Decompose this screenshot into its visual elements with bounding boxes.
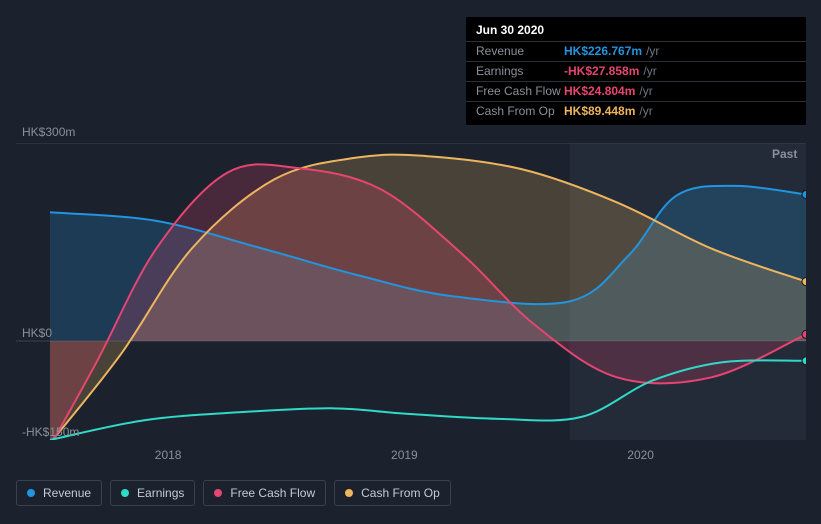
chart-svg <box>16 143 806 440</box>
x-axis-label: 2019 <box>391 448 418 462</box>
chart-area <box>16 143 806 440</box>
legend-label: Free Cash Flow <box>230 486 315 500</box>
legend-dot-icon <box>121 489 129 497</box>
x-axis-label: 2018 <box>155 448 182 462</box>
tooltip-row-unit: /yr <box>639 104 652 119</box>
legend-dot-icon <box>27 489 35 497</box>
tooltip-row-value: -HK$27.858m <box>564 64 639 79</box>
tooltip-row-label: Earnings <box>476 64 564 79</box>
tooltip-row: Cash From OpHK$89.448m/yr <box>466 101 806 121</box>
x-axis-label: 2020 <box>627 448 654 462</box>
tooltip: Jun 30 2020 RevenueHK$226.767m/yrEarning… <box>466 17 806 125</box>
tooltip-row-unit: /yr <box>646 44 659 59</box>
legend-item-free-cash-flow[interactable]: Free Cash Flow <box>203 480 326 506</box>
tooltip-row: Free Cash FlowHK$24.804m/yr <box>466 81 806 101</box>
legend-item-revenue[interactable]: Revenue <box>16 480 102 506</box>
tooltip-row-unit: /yr <box>643 64 656 79</box>
tooltip-title: Jun 30 2020 <box>466 21 806 41</box>
legend-label: Earnings <box>137 486 184 500</box>
tooltip-row-value: HK$24.804m <box>564 84 635 99</box>
y-axis-label: -HK$150m <box>22 425 79 439</box>
tooltip-row: RevenueHK$226.767m/yr <box>466 41 806 61</box>
y-axis-label: HK$300m <box>22 125 75 139</box>
legend-dot-icon <box>345 489 353 497</box>
tooltip-row-label: Revenue <box>476 44 564 59</box>
legend-item-cash-from-op[interactable]: Cash From Op <box>334 480 451 506</box>
tooltip-row-value: HK$226.767m <box>564 44 642 59</box>
tooltip-row-unit: /yr <box>639 84 652 99</box>
legend-dot-icon <box>214 489 222 497</box>
past-label: Past <box>772 147 797 161</box>
tooltip-row-label: Cash From Op <box>476 104 564 119</box>
y-axis-label: HK$0 <box>22 326 52 340</box>
tooltip-row-label: Free Cash Flow <box>476 84 564 99</box>
tooltip-row-value: HK$89.448m <box>564 104 635 119</box>
legend-label: Revenue <box>43 486 91 500</box>
legend-item-earnings[interactable]: Earnings <box>110 480 195 506</box>
tooltip-row: Earnings-HK$27.858m/yr <box>466 61 806 81</box>
legend-label: Cash From Op <box>361 486 440 500</box>
legend: Revenue Earnings Free Cash Flow Cash From O… <box>16 480 451 506</box>
